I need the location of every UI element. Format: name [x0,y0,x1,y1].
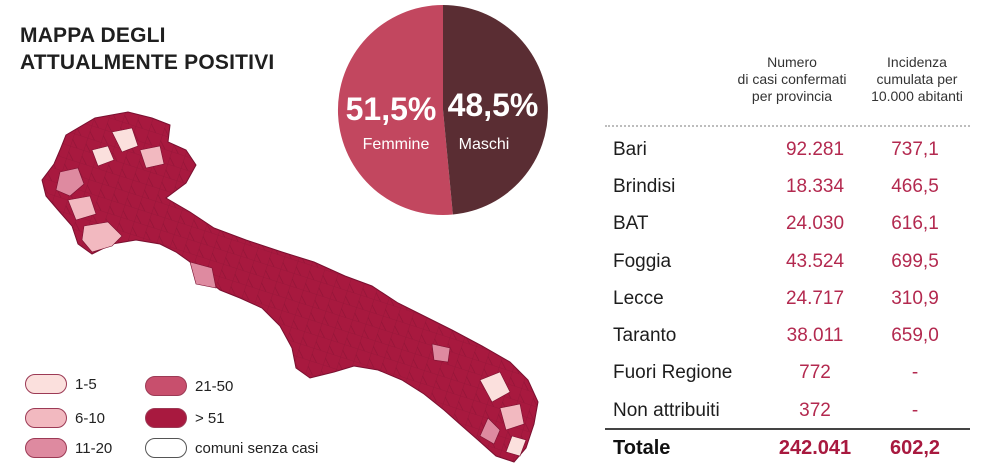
municipality-patch [67,195,97,221]
legend-swatch [25,374,67,394]
column-header-incidence: Incidenza cumulata per 10.000 abitanti [852,54,982,105]
pie-slice-femmine [337,4,453,215]
column-header-line: Incidenza [887,54,947,70]
cumulative-incidence: 616,1 [891,213,939,234]
confirmed-cases: 772 [799,362,831,383]
confirmed-cases: 43.524 [785,251,845,272]
municipality-patch [91,145,115,167]
confirmed-cases: 92.281 [785,139,845,160]
province-name: Fuori Regione [613,362,733,383]
table-row: Fuori Regione 772 - [605,354,970,391]
total-incidence: 602,2 [889,437,941,459]
table-row: Foggia 43.524 699,5 [605,243,970,280]
legend-label: > 51 [195,409,225,427]
municipality-patch [55,167,85,197]
map-title-line-2: ATTUALMENTE POSITIVI [20,51,275,74]
province-name: Foggia [613,251,672,272]
legend-swatch [145,408,187,428]
cumulative-incidence: - [911,362,919,383]
column-header-cases: Numero di casi confermati per provincia [722,54,862,105]
municipality-patch [139,145,165,169]
table-row: Bari 92.281 737,1 [605,131,970,168]
pie-label-maschi: Maschi [459,136,510,153]
puglia-map [41,111,539,463]
province-name: Non attribuiti [613,400,720,421]
municipal-borders [42,112,538,462]
confirmed-cases: 24.717 [785,288,845,309]
confirmed-cases: 372 [799,400,831,421]
table-row: Brindisi 18.334 466,5 [605,168,970,205]
confirmed-cases: 18.334 [785,176,845,197]
municipality-patch [189,261,217,289]
legend-item-21-50: 21-50 [145,376,233,396]
legend-swatch [25,408,67,428]
cumulative-incidence: 699,5 [891,251,939,272]
municipality-patch [499,403,525,431]
province-name: Lecce [613,288,664,309]
pie-slice-maschi [443,5,548,215]
column-header-line: Numero [767,54,817,70]
legend-label: 21-50 [195,377,234,395]
municipality-patch [81,221,123,253]
legend-item-no-cases: comuni senza casi [145,438,318,458]
pie-value-femmine: 51,5% [346,91,437,127]
province-name: Taranto [613,325,677,346]
table-row: Non attribuiti 372 - [605,392,970,429]
municipality-patch [479,417,501,445]
legend-swatch [145,438,187,458]
column-header-line: 10.000 abitanti [871,88,963,104]
confirmed-cases: 24.030 [785,213,845,234]
table-row: BAT 24.030 616,1 [605,205,970,242]
table-row: Taranto 38.011 659,0 [605,317,970,354]
map-title: MAPPA DEGLI ATTUALMENTE POSITIVI [20,22,274,76]
legend-item-11-20: 11-20 [25,438,112,458]
cumulative-incidence: 310,9 [891,288,939,309]
municipality-patch [505,435,527,457]
cumulative-incidence: 659,0 [891,325,939,346]
low-case-municipalities [55,127,527,457]
map-title-line-1: MAPPA DEGLI [20,24,166,47]
table-row: Lecce 24.717 310,9 [605,280,970,317]
legend-label: comuni senza casi [195,439,319,457]
table-top-rule [605,125,970,127]
cumulative-incidence: - [911,400,919,421]
municipality-patch [479,371,511,403]
municipality-patch [431,343,451,363]
legend-label: 1-5 [75,375,97,393]
table-total-rule [605,428,970,430]
legend-label: 6-10 [75,409,106,427]
legend-item-over-51: > 51 [145,408,225,428]
confirmed-cases: 38.011 [786,325,844,346]
pie-value-maschi: 48,5% [448,87,539,123]
column-header-line: cumulata per [876,71,958,87]
legend-swatch [25,438,67,458]
total-label: Totale [613,437,671,459]
cumulative-incidence: 737,1 [891,139,939,160]
cumulative-incidence: 466,5 [891,176,939,197]
legend-label: 11-20 [75,439,113,457]
map-legend: 1-5 6-10 11-20 21-50 > 51 comuni senza c… [25,372,385,467]
table-total-row: Totale 242.041 602,2 [605,430,970,467]
legend-swatch [145,376,187,396]
legend-item-6-10: 6-10 [25,408,105,428]
gender-pie-chart: 51,5% Femmine 48,5% Maschi [337,4,548,215]
municipality-patch [111,127,139,153]
pie-label-femmine: Femmine [363,136,430,153]
province-name: Bari [613,139,647,160]
total-cases: 242.041 [778,437,852,459]
province-name: BAT [613,213,649,234]
legend-item-1-5: 1-5 [25,374,97,394]
province-name: Brindisi [613,176,676,197]
column-header-line: per provincia [751,88,833,104]
column-header-line: di casi confermati [737,71,847,87]
